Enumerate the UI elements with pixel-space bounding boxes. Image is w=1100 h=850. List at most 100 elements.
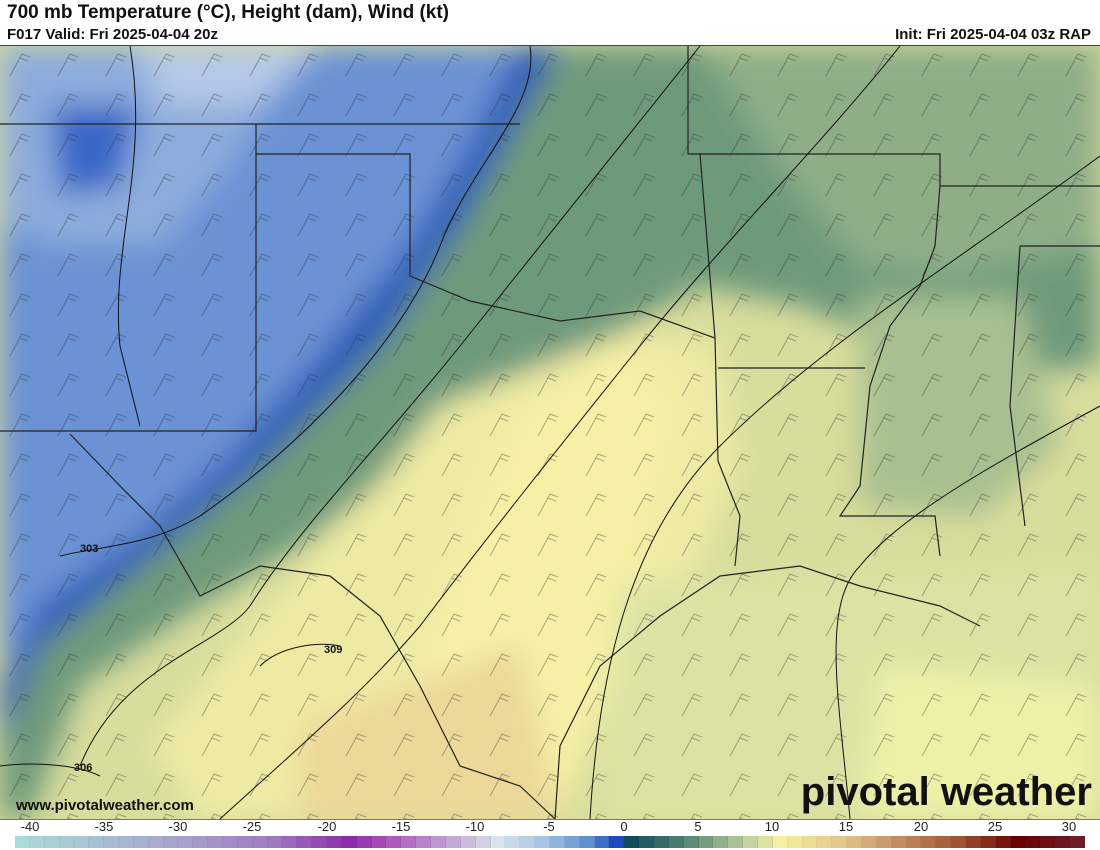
colorbar-cell bbox=[401, 836, 417, 848]
contour-label: 309 bbox=[324, 644, 343, 656]
colorbar-cell bbox=[44, 836, 60, 848]
colorbar-cell bbox=[1010, 836, 1026, 848]
colorbar-cell bbox=[995, 836, 1011, 848]
colorbar-cell bbox=[891, 836, 907, 848]
pivotal-weather-logo: pivotal weather bbox=[800, 770, 1092, 814]
colorbar-cell bbox=[237, 836, 253, 848]
colorbar-cell bbox=[148, 836, 164, 848]
colorbar-cell bbox=[386, 836, 402, 848]
colorbar-cell bbox=[787, 836, 803, 848]
colorbar-tick: 20 bbox=[913, 819, 929, 834]
colorbar-tick: -15 bbox=[391, 819, 411, 834]
colorbar-tick: 5 bbox=[694, 819, 702, 834]
state-borders bbox=[0, 46, 1100, 819]
colorbar-cell bbox=[966, 836, 981, 848]
colorbar-cell bbox=[817, 836, 833, 848]
colorbar-tick: 25 bbox=[987, 819, 1003, 834]
colorbar-cell bbox=[743, 836, 758, 848]
colorbar-cell bbox=[564, 836, 580, 848]
temperature-colorbar bbox=[15, 836, 1085, 848]
colorbar-cell bbox=[312, 836, 328, 848]
colorbar-cell bbox=[74, 836, 90, 848]
colorbar-cell bbox=[371, 836, 387, 848]
colorbar-cell bbox=[535, 836, 550, 848]
colorbar-cell bbox=[133, 836, 149, 848]
map-title: 700 mb Temperature (°C), Height (dam), W… bbox=[7, 2, 450, 23]
colorbar-cell bbox=[15, 836, 30, 848]
colorbar-cell bbox=[832, 836, 848, 848]
colorbar-tick: 30 bbox=[1061, 819, 1077, 834]
colorbar-cell bbox=[713, 836, 729, 848]
colorbar-cell bbox=[104, 836, 120, 848]
colorbar-cell bbox=[728, 836, 744, 848]
colorbar-tick: -30 bbox=[168, 819, 188, 834]
colorbar-cell bbox=[653, 836, 669, 848]
website-url[interactable]: www.pivotalweather.com bbox=[16, 797, 194, 814]
colorbar-cell bbox=[29, 836, 45, 848]
colorbar-cell bbox=[475, 836, 491, 848]
colorbar-cell bbox=[341, 836, 357, 848]
colorbar-cell bbox=[549, 836, 565, 848]
contour-label: 306 bbox=[74, 762, 93, 774]
temperature-field bbox=[0, 46, 1100, 819]
colorbar-cell bbox=[683, 836, 699, 848]
height-contours bbox=[0, 46, 1100, 819]
colorbar-cell bbox=[757, 836, 773, 848]
colorbar-cell bbox=[1070, 836, 1085, 848]
colorbar-cell bbox=[847, 836, 862, 848]
colorbar-cell bbox=[252, 836, 268, 848]
colorbar-cell bbox=[416, 836, 432, 848]
colorbar-tick: -35 bbox=[94, 819, 114, 834]
colorbar-cell bbox=[906, 836, 922, 848]
colorbar-cell bbox=[1055, 836, 1071, 848]
colorbar-cell bbox=[460, 836, 476, 848]
colorbar-cell bbox=[609, 836, 625, 848]
colorbar-cell bbox=[208, 836, 224, 848]
colorbar-cell bbox=[668, 836, 684, 848]
colorbar-cell bbox=[951, 836, 966, 848]
colorbar-cell bbox=[163, 836, 179, 848]
contour-label: 303 bbox=[80, 543, 99, 555]
colorbar-cell bbox=[297, 836, 313, 848]
colorbar-labels: -40 -35 -30 -25 -20 -15 -10 -5 0 5 10 15… bbox=[0, 820, 1100, 834]
colorbar-cell bbox=[802, 836, 818, 848]
colorbar-cell bbox=[119, 836, 134, 848]
colorbar-tick: -20 bbox=[317, 819, 337, 834]
colorbar-cell bbox=[223, 836, 238, 848]
colorbar-cell bbox=[1025, 836, 1041, 848]
colorbar-cell bbox=[980, 836, 996, 848]
colorbar-cell bbox=[356, 836, 372, 848]
colorbar-cell bbox=[861, 836, 877, 848]
colorbar-cell bbox=[876, 836, 892, 848]
colorbar-tick: 15 bbox=[838, 819, 854, 834]
colorbar-cell bbox=[936, 836, 952, 848]
colorbar-cell bbox=[282, 836, 298, 848]
init-time: Init: Fri 2025-04-04 03z RAP bbox=[895, 26, 1091, 43]
colorbar-cell bbox=[505, 836, 521, 848]
colorbar-cell bbox=[59, 836, 75, 848]
colorbar-cell bbox=[624, 836, 640, 848]
colorbar-cell bbox=[193, 836, 209, 848]
colorbar-tick: -40 bbox=[20, 819, 40, 834]
colorbar-cell bbox=[490, 836, 506, 848]
colorbar-cell bbox=[772, 836, 788, 848]
colorbar-cell bbox=[921, 836, 937, 848]
colorbar-tick: -5 bbox=[543, 819, 555, 834]
colorbar-cell bbox=[445, 836, 461, 848]
colorbar-cell bbox=[639, 836, 654, 848]
colorbar-cell bbox=[267, 836, 283, 848]
colorbar-cell bbox=[594, 836, 610, 848]
colorbar-tick: -25 bbox=[242, 819, 262, 834]
colorbar-cell bbox=[1040, 836, 1056, 848]
colorbar-tick: 10 bbox=[764, 819, 780, 834]
weather-map[interactable]: 303 309 306 bbox=[0, 45, 1100, 820]
colorbar-cell bbox=[579, 836, 595, 848]
colorbar-cell bbox=[698, 836, 714, 848]
valid-time: F017 Valid: Fri 2025-04-04 20z bbox=[7, 26, 218, 43]
colorbar-tick: 0 bbox=[620, 819, 628, 834]
colorbar-cell bbox=[178, 836, 194, 848]
colorbar-cell bbox=[327, 836, 342, 848]
colorbar-cell bbox=[89, 836, 105, 848]
colorbar-cell bbox=[520, 836, 536, 848]
colorbar-tick: -10 bbox=[465, 819, 485, 834]
